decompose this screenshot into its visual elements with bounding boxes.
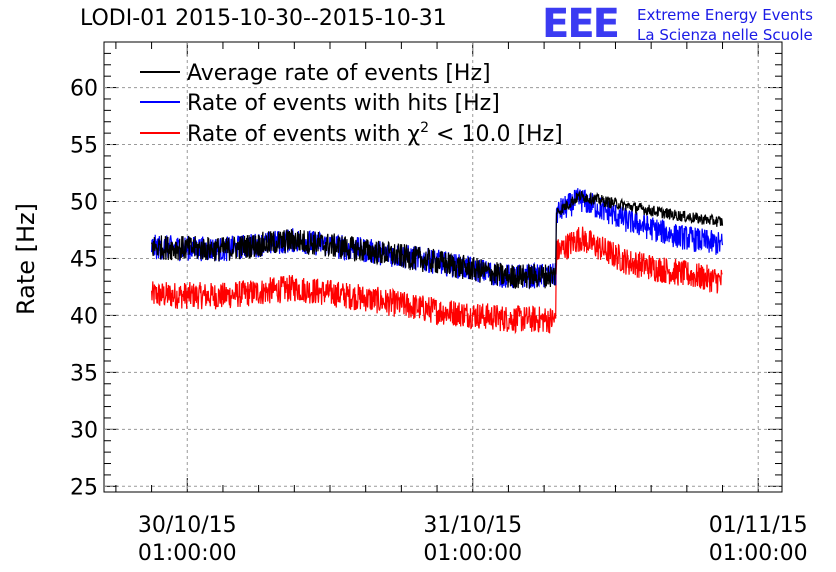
series-line-0 (151, 190, 724, 290)
x-tick-label-date: 31/10/15 (423, 513, 522, 538)
y-tick-label: 25 (70, 475, 98, 500)
y-tick-label: 35 (70, 361, 98, 386)
legend-label-0: Average rate of events [Hz] (187, 61, 491, 86)
logo-line-2: La Scienza nelle Scuole (637, 26, 813, 44)
logo-mark: EEE (542, 1, 620, 47)
chart-title: LODI-01 2015-10-30--2015-10-31 (80, 6, 447, 31)
x-tick-label-date: 30/10/15 (138, 513, 237, 538)
plot-frame (103, 41, 783, 493)
y-tick-label: 50 (70, 190, 98, 215)
x-tick-label-time: 01:00:00 (423, 541, 522, 566)
x-tick-label-date: 01/11/15 (709, 513, 808, 538)
legend-label-1: Rate of events with hits [Hz] (187, 91, 500, 116)
y-tick-label: 55 (70, 134, 98, 159)
x-tick-label-time: 01:00:00 (138, 541, 237, 566)
y-tick-label: 45 (70, 247, 98, 272)
y-tick-label: 40 (70, 304, 98, 329)
x-tick-label-time: 01:00:00 (709, 541, 808, 566)
series-line-2 (151, 226, 723, 335)
y-tick-label: 30 (70, 418, 98, 443)
logo-line-1: Extreme Energy Events (637, 6, 813, 24)
legend-label-2: Rate of events with χ2 < 10.0 [Hz] (187, 120, 563, 147)
y-tick-label: 60 (70, 77, 98, 102)
